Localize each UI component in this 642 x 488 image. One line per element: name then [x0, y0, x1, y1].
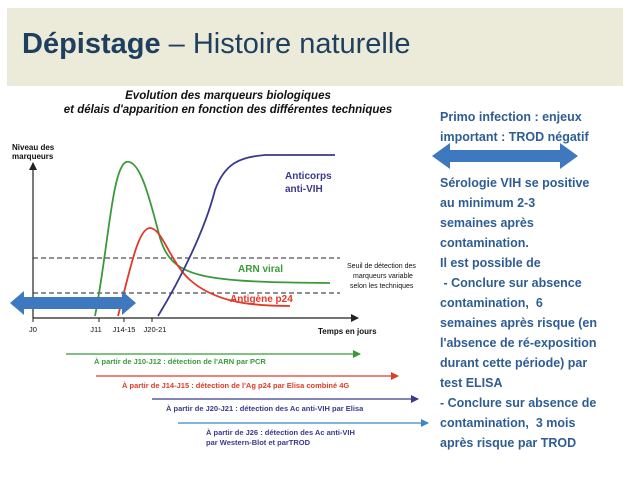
x-tick-label: J20-21 — [144, 325, 167, 334]
serologie-text: Sérologie VIH se positive au minimum 2-3… — [440, 173, 640, 453]
label-pcr: À partir de J10-J12 : détection de l'ARN… — [94, 357, 266, 366]
x-tick-label: J11 — [90, 325, 102, 334]
diagram-title-line1: Evolution des marqueurs biologiques — [125, 90, 331, 102]
serologie-line: contamination, 6 — [440, 296, 543, 310]
diagram-title-line2: et délais d'apparition en fonction des d… — [63, 104, 393, 116]
y-axis-label-line1: Niveau des — [12, 143, 55, 152]
anticorps-label-line1: Anticorps — [285, 171, 332, 182]
serologie-line: semaines après risque (en — [440, 316, 598, 330]
threshold-note-line: selon les techniques — [350, 283, 414, 290]
serologie-line: Sérologie VIH se positive — [440, 176, 590, 190]
x-tick-label: J0 — [29, 325, 37, 334]
arn-curve — [94, 161, 331, 317]
serologie-line: test ELISA — [440, 376, 503, 390]
title-bar: Dépistage – Histoire naturelle — [7, 8, 623, 86]
threshold-note-line: Seuil de détection des — [347, 263, 416, 270]
primo-infection-note: Primo infection : enjeux important : TRO… — [440, 107, 640, 147]
primo-line: Primo infection : enjeux — [440, 110, 582, 124]
label-trod-line1: À partir de J26 : détection des Ac anti-… — [206, 428, 355, 437]
window-double-arrow — [10, 291, 136, 315]
serologie-line: - Conclure sur absence de — [440, 396, 597, 410]
antigene-label: Antigène p24 — [230, 294, 293, 305]
threshold-note-line: marqueurs variable — [353, 273, 413, 280]
x-tick-label: J14-15 — [113, 325, 136, 334]
serologie-line: au minimum 2-3 — [440, 196, 536, 210]
anticorps-label-line2: anti-VIH — [285, 184, 323, 195]
x-axis-label: Temps en jours — [318, 327, 377, 336]
primo-double-arrow — [432, 143, 578, 169]
serologie-line: Il est possible de — [440, 256, 541, 270]
arn-label: ARN viral — [238, 264, 283, 275]
serologie-line: - Conclure sur absence — [440, 276, 582, 290]
primo-line: important : TROD négatif — [440, 130, 589, 144]
anticorps-curve — [157, 154, 335, 317]
slide-title: Dépistage – Histoire naturelle — [22, 28, 410, 61]
y-axis-label-line2: marqueurs — [12, 152, 54, 161]
serologie-line: l'absence de ré-exposition — [440, 336, 597, 350]
serologie-line: contamination. — [440, 236, 529, 250]
label-elisa: À partir de J20-J21 : détection des Ac a… — [166, 404, 364, 413]
slide-title-rest: – Histoire naturelle — [160, 28, 411, 60]
label-trod-line2: par Western-Blot et parTROD — [206, 438, 311, 447]
label-p24: À partir de J14-J15 : détection de l'Ag … — [122, 381, 349, 390]
serologie-line: contamination, 3 mois — [440, 416, 576, 430]
slide-title-bold: Dépistage — [22, 28, 161, 60]
serologie-line: semaines après — [440, 216, 534, 230]
antigene-curve — [117, 227, 291, 317]
serologie-line: après risque par TROD — [440, 436, 577, 450]
serologie-line: durant cette période) par — [440, 356, 588, 370]
